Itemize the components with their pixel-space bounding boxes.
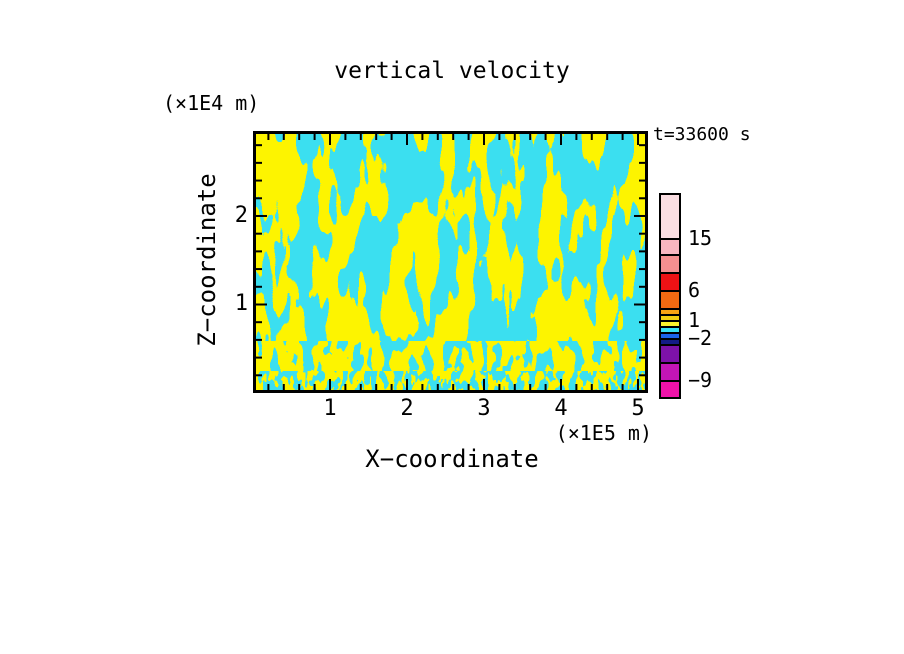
colorbar-segment: [661, 344, 679, 362]
colorbar-segment: [661, 380, 679, 397]
colorbar-segment: [661, 320, 679, 326]
axis-ticks: [255, 133, 646, 391]
colorbar-segment: [661, 326, 679, 332]
chart-title: vertical velocity: [334, 58, 570, 84]
x-axis-title: X−coordinate: [365, 445, 539, 473]
x-tick-label: 3: [477, 396, 491, 421]
y-tick-label: 1: [234, 291, 248, 317]
x-tick-label: 4: [554, 396, 568, 421]
y-tick-label: 2: [234, 202, 248, 228]
colorbar-tick-label: −2: [688, 326, 713, 350]
colorbar-segment: [661, 195, 679, 238]
x-tick-label: 1: [323, 396, 337, 421]
y-axis-units-label: (×1E4 m): [163, 91, 260, 115]
colorbar-tick-label: 15: [688, 226, 713, 250]
x-axis-units-label: (×1E5 m): [555, 421, 652, 445]
x-tick-label: 5: [631, 396, 645, 421]
colorbar-tick-label: 1: [688, 308, 701, 332]
colorbar-tick-label: 6: [688, 278, 701, 302]
colorbar-segment: [661, 254, 679, 272]
field-texture: [253, 131, 648, 393]
colorbar-segment: [661, 290, 679, 308]
colorbar: [659, 193, 681, 399]
colorbar-segment: [661, 238, 679, 254]
colorbar-segment: [661, 272, 679, 290]
colorbar-segment: [661, 314, 679, 320]
colorbar-segment: [661, 308, 679, 314]
colorbar-tick-label: −9: [688, 368, 713, 392]
colorbar-segment: [661, 338, 679, 344]
time-annotation: t=33600 s: [653, 124, 751, 145]
y-axis-title: Z−coordinate: [193, 173, 221, 347]
colorbar-segment: [661, 332, 679, 338]
plot-frame: [253, 131, 648, 393]
colorbar-segment: [661, 362, 679, 380]
heatmap-field: [253, 131, 648, 393]
x-tick-label: 2: [400, 396, 414, 421]
heatmap-plot: [253, 131, 648, 393]
